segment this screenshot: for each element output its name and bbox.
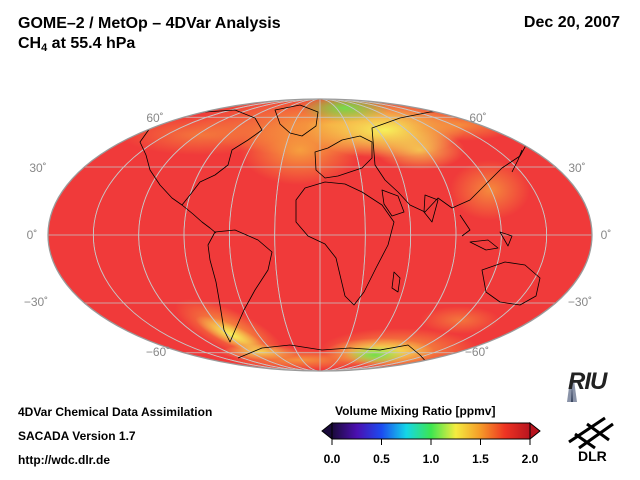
colorbar-min-arrow [321,421,333,441]
colorbar-tick-label: 1.5 [472,452,489,466]
title-line-1: GOME–2 / MetOp – 4DVar Analysis [18,15,281,32]
globe-outline [47,98,593,372]
lat-label-30n-right: 30˚ [568,161,585,175]
colorbar-tick-label: 1.0 [422,452,440,466]
footer-link[interactable]: http://wdc.dlr.de [18,453,110,467]
lat-label-eq-right: 0˚ [601,228,612,242]
latitude-labels: 60˚ 60˚ 30˚ 30˚ 0˚ 0˚ −30˚ −30˚ −60˚ −60… [24,111,612,359]
lat-label-30n-left: 30˚ [29,161,46,175]
colorbar-bar [331,422,531,440]
dlr-logo-text: DLR [578,448,607,464]
lat-label-60s-right: −60˚ [465,345,489,359]
colorbar-tick-label: 2.0 [521,452,539,466]
lat-label-30s-left: −30˚ [24,295,48,309]
title-species-subscript: 4 [41,42,48,54]
lat-label-60s-left: −60˚ [146,345,170,359]
footer-line-1: 4DVar Chemical Data Assimilation [18,405,213,419]
lat-label-60n-right: 60˚ [469,111,486,125]
colorbar [321,421,541,445]
title-level: at 55.4 hPa [47,35,136,52]
dlr-logo-icon [568,416,614,450]
colorbar-tick-label: 0.5 [373,452,390,466]
lat-label-60n-left: 60˚ [146,111,163,125]
footer-line-2: SACADA Version 1.7 [18,429,136,443]
title-species: CH [18,35,42,52]
graticule [48,99,592,371]
colorbar-max-arrow [529,421,541,441]
riu-logo-icon [567,376,577,402]
title-line-2: CH4 at 55.4 hPa [18,34,281,54]
analysis-date: Dec 20, 2007 [523,14,620,31]
ch4-field [48,99,592,371]
lat-label-30s-right: −30˚ [568,295,592,309]
lat-label-eq-left: 0˚ [27,228,38,242]
riu-logo-text: RIU [568,368,607,395]
map-title: GOME–2 / MetOp – 4DVar Analysis CH4 at 5… [18,14,281,54]
colorbar-tick-label: 0.0 [323,452,341,466]
colorbar-title: Volume Mixing Ratio [ppmv] [335,404,496,418]
